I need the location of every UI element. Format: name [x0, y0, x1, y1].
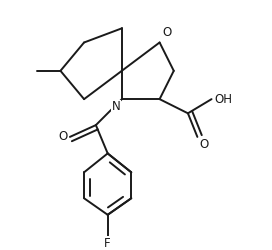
Text: N: N: [112, 100, 121, 113]
Text: O: O: [58, 130, 67, 143]
Text: F: F: [104, 237, 111, 250]
Text: OH: OH: [214, 93, 232, 106]
Text: O: O: [162, 26, 171, 39]
Text: O: O: [200, 138, 209, 151]
